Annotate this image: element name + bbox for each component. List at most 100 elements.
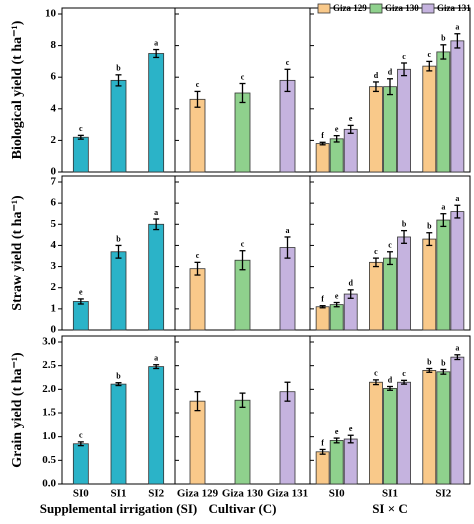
bar [72, 301, 89, 331]
significance-letter: a [455, 344, 459, 353]
x-axis-label: Cultivar (C) [208, 501, 276, 516]
significance-letter: c [196, 80, 200, 89]
bar [397, 381, 411, 485]
y-axis-label: Grain yield (t ha⁻¹) [10, 352, 25, 468]
y-axis-label: Straw yield (t ha⁻¹) [10, 195, 25, 311]
bar [315, 306, 330, 331]
legend-label: Giza 130 [385, 3, 419, 13]
y-tick-label: 0.0 [42, 478, 56, 490]
error-bar [194, 391, 201, 412]
y-tick-label: 7 [51, 176, 57, 188]
significance-letter: c [402, 52, 406, 61]
error-bar [372, 379, 379, 386]
error-bar [426, 232, 433, 247]
x-tick-label: SI0 [73, 488, 89, 500]
error-bar [401, 379, 408, 385]
significance-letter: f [321, 438, 324, 447]
bar [72, 443, 89, 485]
error-bar [372, 257, 379, 268]
x-tick-label: Giza 130 [222, 488, 264, 500]
error-bar [284, 68, 291, 93]
error-bar [440, 213, 447, 228]
significance-letter: b [116, 372, 121, 381]
significance-letter: a [455, 23, 459, 32]
significance-letter: c [79, 124, 83, 133]
x-tick-label: Giza 131 [267, 488, 308, 500]
y-tick-label: 0 [51, 166, 57, 178]
y-tick-label: 8 [51, 39, 57, 51]
error-bar [194, 90, 201, 108]
significance-letter: d [374, 71, 379, 80]
error-bar [426, 367, 433, 373]
significance-letter: b [116, 234, 121, 243]
legend-swatch [317, 3, 331, 14]
error-bar [387, 385, 393, 391]
error-bar [426, 60, 433, 72]
legend-swatch [421, 3, 435, 14]
bar [369, 86, 383, 173]
bar [315, 451, 330, 485]
x-tick-label: SI2 [435, 488, 451, 500]
significance-letter: b [402, 219, 407, 228]
significance-letter: e [79, 288, 83, 297]
bar [189, 268, 206, 331]
significance-letter: d [388, 68, 393, 77]
bar [110, 251, 127, 331]
x-tick-label: SI0 [329, 488, 345, 500]
error-bar [372, 81, 379, 93]
legend-label: Giza 129 [333, 3, 367, 13]
error-bar [401, 62, 408, 77]
error-bar [454, 33, 461, 49]
bar [450, 40, 465, 173]
error-bar [239, 392, 246, 408]
significance-letter: b [427, 357, 432, 366]
y-tick-label: 2.0 [42, 383, 56, 395]
significance-letter: b [427, 222, 432, 231]
bar [148, 53, 165, 173]
significance-letter: e [349, 424, 353, 433]
bar [234, 259, 251, 331]
significance-letter: e [335, 291, 339, 300]
bar [436, 371, 451, 485]
bar [383, 86, 397, 173]
bar [110, 79, 127, 173]
bar [397, 236, 411, 331]
bar [397, 68, 411, 173]
error-bar [319, 305, 326, 309]
bar [110, 383, 127, 485]
y-tick-label: 3.0 [42, 336, 56, 348]
error-bar [440, 368, 447, 375]
error-bar [333, 437, 340, 444]
bar [329, 138, 344, 173]
y-tick-label: 6 [51, 197, 57, 209]
bar [369, 381, 383, 485]
error-bar [194, 261, 201, 276]
significance-letter: a [441, 203, 445, 212]
error-bar [440, 44, 447, 60]
x-axis-label: SI × C [372, 501, 408, 516]
error-bar [284, 381, 291, 402]
error-bar [77, 441, 84, 447]
error-bar [319, 141, 326, 146]
error-bar [333, 301, 340, 308]
significance-letter: c [241, 240, 245, 249]
y-tick-label: 10 [45, 8, 57, 20]
bar [343, 293, 358, 331]
y-tick-label: 3 [51, 260, 57, 272]
significance-letter: a [286, 226, 290, 235]
error-bar [239, 82, 246, 104]
error-bar [115, 74, 122, 87]
bar [189, 98, 206, 173]
bar [279, 79, 296, 173]
y-tick-label: 4 [51, 102, 57, 114]
significance-letter: c [196, 251, 200, 260]
error-bar [387, 78, 393, 96]
bar [343, 438, 358, 485]
significance-letter: e [349, 114, 353, 123]
error-bar [454, 204, 461, 219]
y-tick-label: 1 [51, 302, 57, 314]
significance-letter: a [154, 38, 158, 47]
error-bar [347, 124, 354, 134]
